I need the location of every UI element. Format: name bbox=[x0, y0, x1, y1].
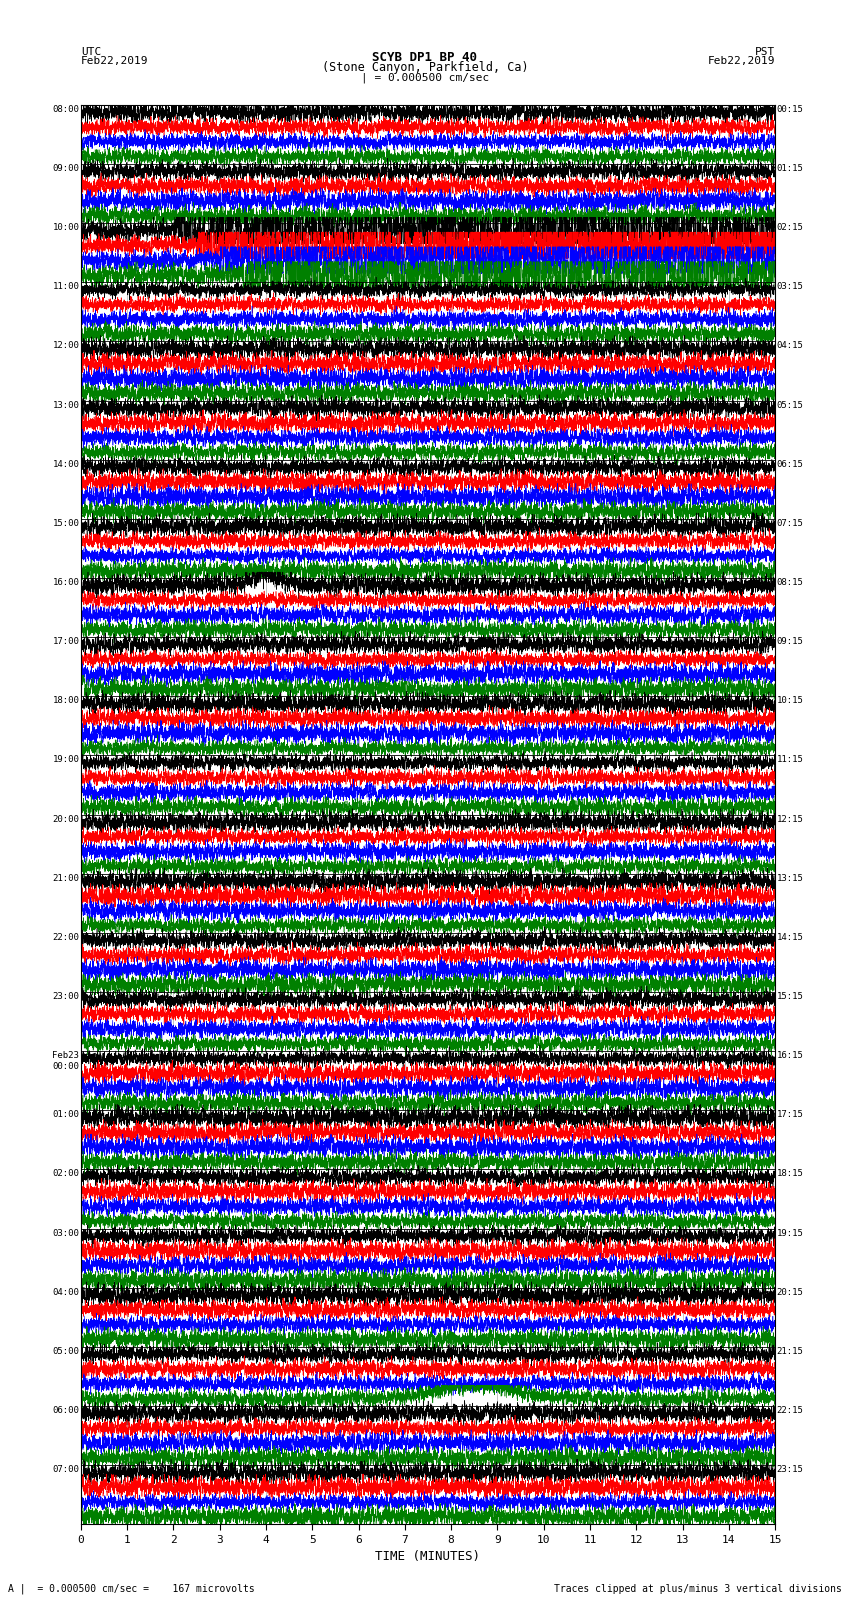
X-axis label: TIME (MINUTES): TIME (MINUTES) bbox=[376, 1550, 480, 1563]
Text: 12:15: 12:15 bbox=[777, 815, 803, 824]
Text: 16:15: 16:15 bbox=[777, 1052, 803, 1060]
Text: 01:15: 01:15 bbox=[777, 165, 803, 173]
Text: 08:00: 08:00 bbox=[53, 105, 79, 115]
Text: 10:15: 10:15 bbox=[777, 697, 803, 705]
Text: 06:00: 06:00 bbox=[53, 1407, 79, 1415]
Text: 00:15: 00:15 bbox=[777, 105, 803, 115]
Text: 18:00: 18:00 bbox=[53, 697, 79, 705]
Text: 13:15: 13:15 bbox=[777, 874, 803, 882]
Text: 04:00: 04:00 bbox=[53, 1287, 79, 1297]
Text: 19:00: 19:00 bbox=[53, 755, 79, 765]
Text: 06:15: 06:15 bbox=[777, 460, 803, 469]
Text: PST: PST bbox=[755, 47, 775, 56]
Text: 21:00: 21:00 bbox=[53, 874, 79, 882]
Text: 19:15: 19:15 bbox=[777, 1229, 803, 1237]
Text: 05:00: 05:00 bbox=[53, 1347, 79, 1357]
Text: 22:15: 22:15 bbox=[777, 1407, 803, 1415]
Text: UTC: UTC bbox=[81, 47, 101, 56]
Text: 10:00: 10:00 bbox=[53, 223, 79, 232]
Text: Feb22,2019: Feb22,2019 bbox=[708, 56, 775, 66]
Text: SCYB DP1 BP 40: SCYB DP1 BP 40 bbox=[372, 50, 478, 65]
Text: 23:00: 23:00 bbox=[53, 992, 79, 1002]
Text: | = 0.000500 cm/sec: | = 0.000500 cm/sec bbox=[361, 73, 489, 84]
Text: 18:15: 18:15 bbox=[777, 1169, 803, 1179]
Text: (Stone Canyon, Parkfield, Ca): (Stone Canyon, Parkfield, Ca) bbox=[321, 61, 529, 74]
Text: 15:00: 15:00 bbox=[53, 519, 79, 527]
Text: A |  = 0.000500 cm/sec =    167 microvolts: A | = 0.000500 cm/sec = 167 microvolts bbox=[8, 1582, 255, 1594]
Text: 14:00: 14:00 bbox=[53, 460, 79, 469]
Text: 23:15: 23:15 bbox=[777, 1465, 803, 1474]
Text: 08:15: 08:15 bbox=[777, 577, 803, 587]
Text: 17:15: 17:15 bbox=[777, 1110, 803, 1119]
Text: 17:00: 17:00 bbox=[53, 637, 79, 647]
Text: 03:00: 03:00 bbox=[53, 1229, 79, 1237]
Text: 22:00: 22:00 bbox=[53, 932, 79, 942]
Text: 04:15: 04:15 bbox=[777, 342, 803, 350]
Text: 16:00: 16:00 bbox=[53, 577, 79, 587]
Text: 07:00: 07:00 bbox=[53, 1465, 79, 1474]
Text: 21:15: 21:15 bbox=[777, 1347, 803, 1357]
Text: 20:00: 20:00 bbox=[53, 815, 79, 824]
Text: 13:00: 13:00 bbox=[53, 400, 79, 410]
Text: 11:00: 11:00 bbox=[53, 282, 79, 292]
Text: 05:15: 05:15 bbox=[777, 400, 803, 410]
Text: 09:15: 09:15 bbox=[777, 637, 803, 647]
Text: 01:00: 01:00 bbox=[53, 1110, 79, 1119]
Text: 07:15: 07:15 bbox=[777, 519, 803, 527]
Text: 20:15: 20:15 bbox=[777, 1287, 803, 1297]
Text: 09:00: 09:00 bbox=[53, 165, 79, 173]
Text: Traces clipped at plus/minus 3 vertical divisions: Traces clipped at plus/minus 3 vertical … bbox=[553, 1584, 842, 1594]
Text: Feb22,2019: Feb22,2019 bbox=[81, 56, 148, 66]
Text: 15:15: 15:15 bbox=[777, 992, 803, 1002]
Text: 11:15: 11:15 bbox=[777, 755, 803, 765]
Text: 14:15: 14:15 bbox=[777, 932, 803, 942]
Text: 02:00: 02:00 bbox=[53, 1169, 79, 1179]
Text: 12:00: 12:00 bbox=[53, 342, 79, 350]
Text: Feb23
00:00: Feb23 00:00 bbox=[53, 1052, 79, 1071]
Text: 03:15: 03:15 bbox=[777, 282, 803, 292]
Text: 02:15: 02:15 bbox=[777, 223, 803, 232]
